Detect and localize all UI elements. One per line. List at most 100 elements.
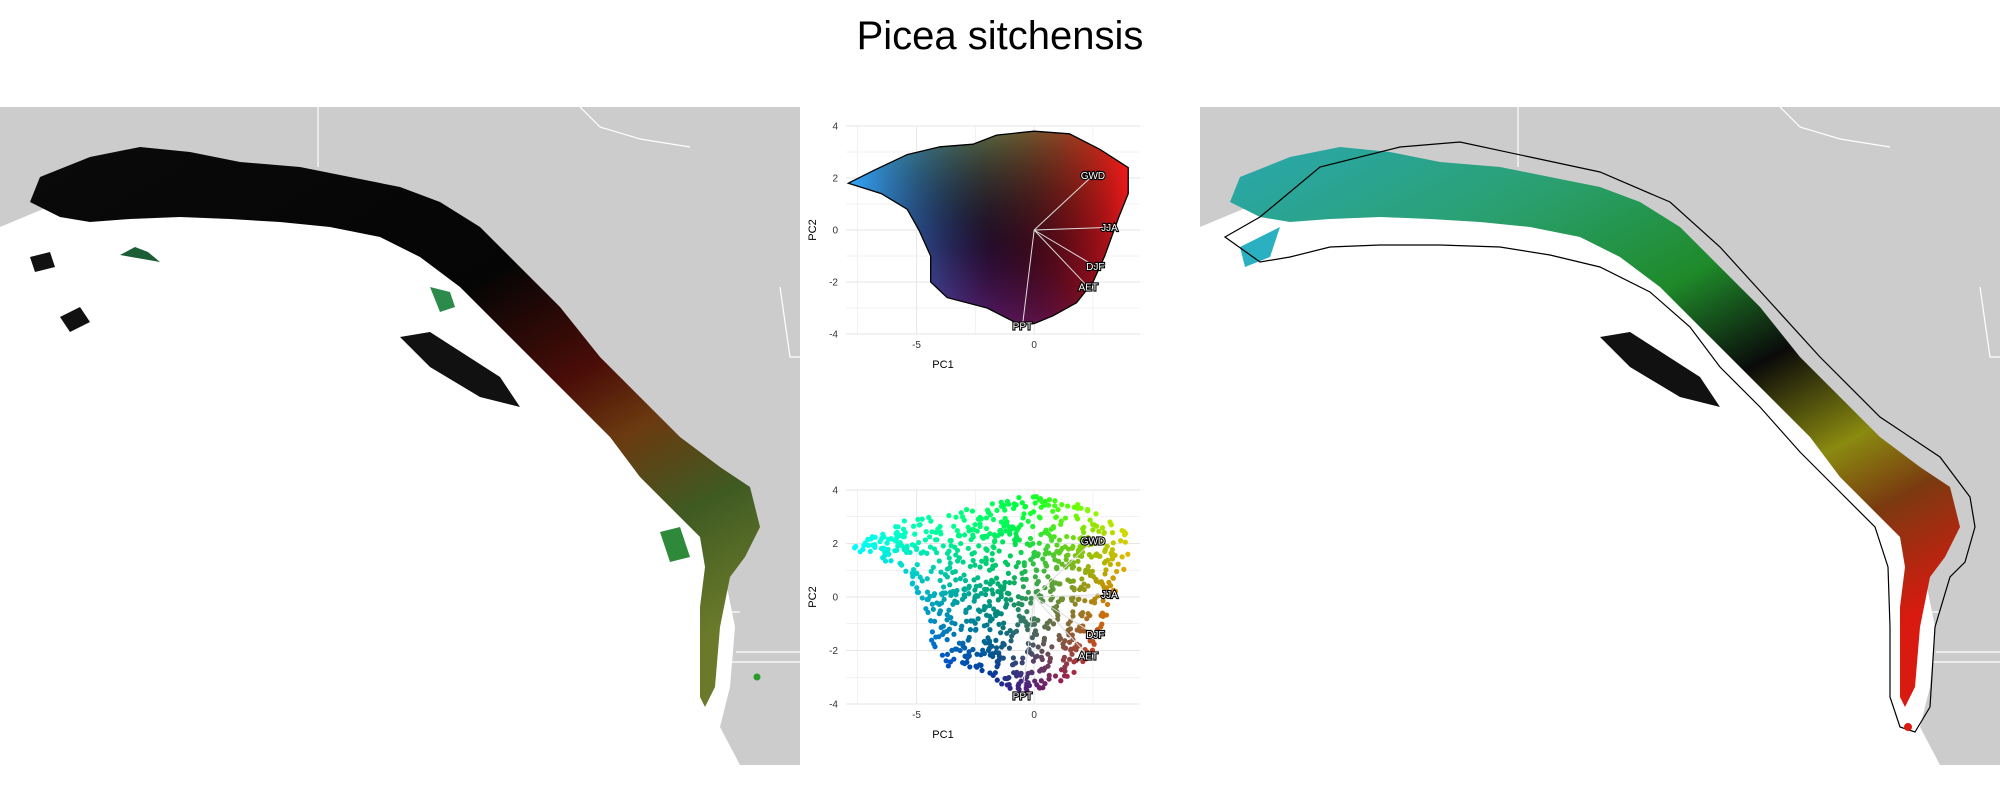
y-tick-label: -4 bbox=[829, 700, 838, 711]
pca-point bbox=[867, 548, 873, 555]
pca-point bbox=[947, 565, 953, 571]
pca-point bbox=[963, 507, 970, 513]
pca-point bbox=[1019, 602, 1025, 608]
loading-label: DJF bbox=[1086, 262, 1104, 273]
pca-point bbox=[924, 576, 930, 582]
pca-point bbox=[872, 542, 878, 548]
pca-point bbox=[1002, 507, 1008, 513]
pca-point bbox=[986, 645, 992, 652]
pca-point bbox=[1011, 670, 1017, 676]
pca-point bbox=[990, 563, 996, 569]
pca-point bbox=[933, 634, 939, 640]
pca-point bbox=[943, 658, 949, 664]
pca-point bbox=[947, 582, 953, 588]
pca-point bbox=[1082, 598, 1088, 604]
pca-point bbox=[982, 591, 989, 598]
pca-point bbox=[1001, 586, 1007, 592]
pca-point bbox=[1102, 571, 1108, 577]
pca-point bbox=[885, 547, 891, 553]
pca-point bbox=[1100, 598, 1106, 604]
loading-vector bbox=[1033, 596, 1096, 635]
pca-point bbox=[990, 579, 996, 585]
pca-point bbox=[1028, 669, 1035, 675]
pca-point bbox=[990, 591, 996, 597]
pca-point bbox=[981, 603, 988, 610]
pca-point bbox=[966, 591, 972, 597]
pca-point bbox=[967, 627, 974, 633]
pca-point bbox=[992, 538, 998, 544]
pca-point bbox=[916, 522, 922, 528]
pca-point bbox=[980, 647, 986, 653]
pca-point bbox=[953, 577, 959, 583]
pca-point bbox=[971, 577, 977, 583]
pca-point bbox=[965, 545, 971, 551]
pca-point bbox=[1101, 560, 1108, 566]
pca-point bbox=[1076, 566, 1082, 572]
pca-point bbox=[1031, 553, 1037, 560]
pca-point bbox=[944, 617, 950, 623]
x-tick-label: -5 bbox=[912, 710, 921, 721]
pca-point bbox=[956, 533, 963, 539]
pca-point bbox=[983, 555, 989, 561]
pca-point bbox=[1070, 578, 1076, 584]
pca-point bbox=[942, 571, 948, 578]
pca-point bbox=[1107, 591, 1113, 597]
pca-point bbox=[1028, 595, 1034, 601]
pca-point bbox=[1122, 539, 1128, 545]
pca-point bbox=[1030, 561, 1036, 567]
pca-point bbox=[930, 564, 936, 570]
pca-point bbox=[1060, 641, 1066, 647]
pca-point bbox=[1042, 585, 1048, 591]
pca-point bbox=[914, 562, 920, 568]
pca-point bbox=[1080, 609, 1086, 616]
pca-point bbox=[1036, 540, 1042, 546]
pca-point bbox=[1050, 508, 1056, 514]
pca-point bbox=[1009, 633, 1015, 639]
pca-point bbox=[1064, 661, 1070, 667]
pca-point bbox=[972, 587, 978, 593]
pca-point bbox=[937, 577, 943, 584]
pca-point bbox=[957, 576, 963, 582]
pca-point bbox=[919, 578, 925, 584]
pca-point bbox=[1046, 676, 1052, 682]
loading-label: GWD bbox=[1081, 536, 1105, 547]
pca-point bbox=[1033, 567, 1039, 573]
pca-point bbox=[963, 618, 970, 624]
pca-point bbox=[1017, 672, 1024, 678]
pca-point bbox=[1074, 627, 1080, 633]
pca-point bbox=[1031, 550, 1037, 556]
pca-point bbox=[1004, 590, 1010, 596]
pca-point bbox=[1049, 583, 1055, 590]
pca-point bbox=[1058, 678, 1064, 684]
pca-point bbox=[1046, 497, 1053, 503]
pca-point bbox=[1069, 584, 1075, 591]
y-axis-label: PC2 bbox=[807, 219, 819, 240]
y-tick-label: 0 bbox=[832, 593, 838, 604]
pca-point bbox=[987, 512, 994, 518]
pca-point bbox=[1052, 498, 1058, 504]
pca-point bbox=[1102, 548, 1108, 554]
pca-point bbox=[1089, 647, 1096, 653]
pca-point bbox=[894, 534, 900, 540]
pca-point bbox=[972, 521, 978, 528]
y-tick-label: 2 bbox=[832, 174, 838, 185]
pca-point bbox=[927, 534, 933, 540]
loading-vector bbox=[1034, 593, 1110, 598]
pca-point bbox=[1118, 538, 1124, 544]
pca-point bbox=[996, 548, 1002, 554]
pca-point bbox=[1038, 504, 1044, 510]
pca-point bbox=[1006, 580, 1013, 586]
green-patch-2 bbox=[430, 287, 455, 312]
pca-point bbox=[971, 550, 977, 556]
pca-point bbox=[974, 651, 980, 657]
pca-point bbox=[944, 637, 950, 643]
pca-point bbox=[1043, 546, 1049, 553]
pca-point bbox=[998, 519, 1004, 525]
green-patch-3 bbox=[660, 527, 690, 562]
pca-point bbox=[1077, 586, 1083, 593]
pca-point bbox=[928, 518, 934, 524]
pca-point bbox=[1033, 631, 1040, 638]
pca-point bbox=[1090, 527, 1096, 533]
pca-point bbox=[1062, 544, 1068, 550]
pca-point bbox=[929, 529, 935, 535]
